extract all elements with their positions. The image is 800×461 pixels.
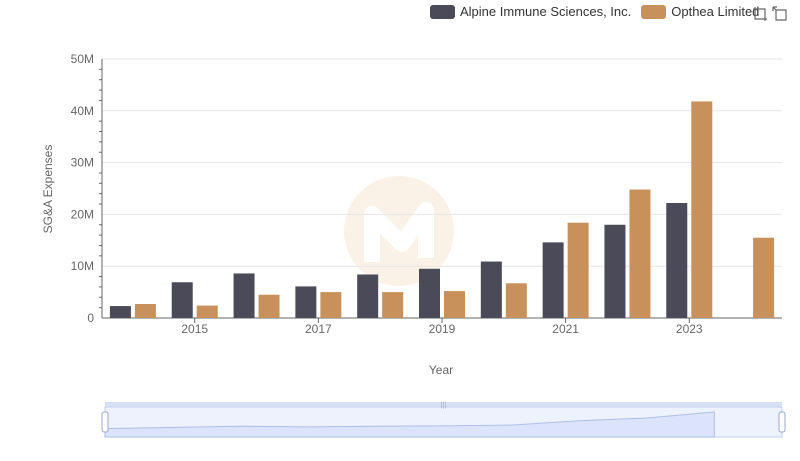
- bar-opthea-2024: [753, 237, 775, 318]
- legend-label-alpine: Alpine Immune Sciences, Inc.: [460, 4, 632, 19]
- zoom-grip-icon: |||: [441, 402, 447, 409]
- legend-swatch-alpine: [430, 4, 455, 19]
- bar-opthea-2020: [505, 283, 527, 318]
- bar-opthea-2022: [629, 189, 651, 318]
- y-axis: 0 10M 20M 30M 40M 50M: [71, 52, 103, 325]
- x-axis: 2015 2017 2019 2021 2023: [102, 317, 782, 336]
- watermark-logo: [344, 176, 454, 286]
- bar-alpine-2019: [419, 268, 440, 318]
- bar-alpine-2021: [542, 242, 564, 318]
- bar-alpine-2017: [295, 286, 317, 318]
- data-zoom-slider[interactable]: |||: [101, 402, 786, 438]
- bar-alpine-2015: [171, 282, 193, 318]
- bar-alpine-2018: [357, 274, 379, 318]
- legend-item-opthea[interactable]: Opthea Limited: [641, 4, 759, 19]
- toolbox: [748, 6, 788, 22]
- bar-opthea-2023: [691, 101, 713, 318]
- x-tick-label: 2021: [552, 322, 579, 336]
- legend: Alpine Immune Sciences, Inc. Opthea Limi…: [430, 4, 769, 19]
- y-tick-label: 40M: [71, 104, 94, 118]
- x-tick-label: 2015: [181, 322, 208, 336]
- legend-item-alpine[interactable]: Alpine Immune Sciences, Inc.: [430, 4, 631, 19]
- bar-opthea-2017: [320, 292, 342, 318]
- zoom-handle-right: [778, 411, 786, 433]
- bar-opthea-2015: [196, 305, 218, 318]
- x-tick-label: 2023: [676, 322, 703, 336]
- x-axis-label: Year: [429, 363, 453, 377]
- bar-opthea-2016: [258, 294, 280, 318]
- bar-alpine-2020: [480, 261, 502, 318]
- y-tick-label: 20M: [71, 207, 94, 221]
- bar-opthea-2021: [567, 222, 589, 318]
- bar-opthea-2018: [382, 292, 404, 318]
- bar-opthea-2019: [444, 291, 465, 318]
- y-tick-label: 30M: [71, 156, 94, 170]
- bar-opthea-2014: [134, 304, 156, 318]
- bars: [109, 101, 775, 318]
- x-tick-label: 2019: [429, 322, 456, 336]
- x-tick-label: 2017: [305, 322, 332, 336]
- legend-swatch-opthea: [641, 4, 667, 19]
- zoom-top-band: [105, 402, 782, 407]
- restore-icon[interactable]: [772, 6, 788, 22]
- y-tick-label: 50M: [71, 52, 94, 66]
- bar-alpine-2022: [604, 224, 626, 318]
- zoom-preview-area: [104, 411, 715, 438]
- y-tick-label: 0: [87, 311, 94, 325]
- bar-alpine-2023: [666, 203, 688, 318]
- legend-label-opthea: Opthea Limited: [671, 4, 760, 19]
- zoom-icon[interactable]: [752, 6, 768, 22]
- bar-alpine-2014: [109, 306, 131, 318]
- y-tick-label: 10M: [71, 259, 94, 273]
- y-axis-label: SG&A Expenses: [41, 145, 55, 234]
- zoom-handle-left: [101, 411, 109, 433]
- bar-alpine-2016: [233, 273, 255, 318]
